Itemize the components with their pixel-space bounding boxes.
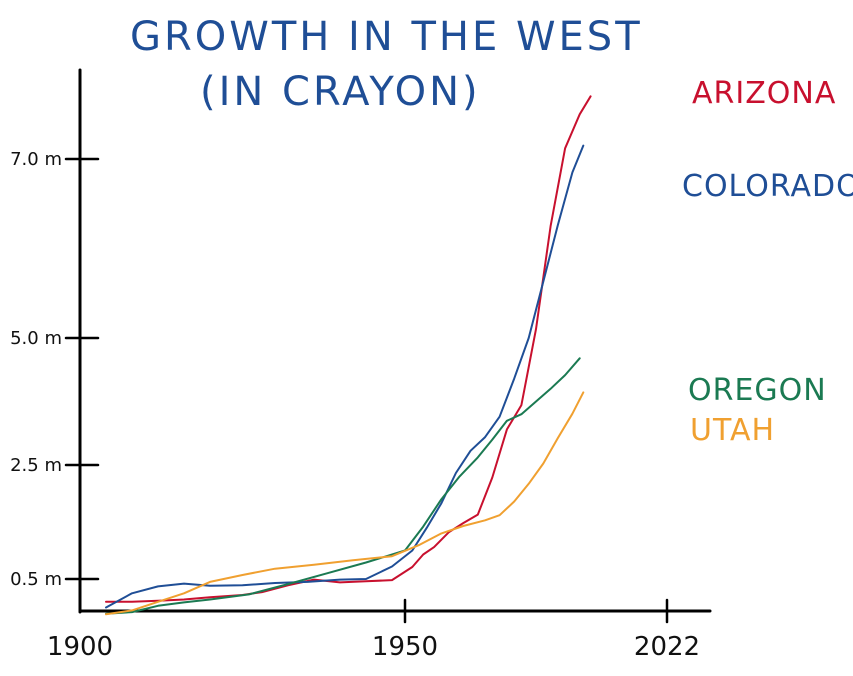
series-line-arizona	[105, 95, 592, 603]
legend-label-oregon: OREGON	[688, 373, 827, 408]
y-tick-label: 2.5 m	[10, 455, 62, 476]
x-tick-label: 2022	[634, 632, 700, 662]
legend-label-arizona: ARIZONA	[692, 76, 836, 111]
series-line-oregon	[105, 357, 581, 615]
series-line-utah	[105, 391, 585, 616]
chart-title-line-1: GROWTH IN THE WEST	[130, 14, 643, 60]
y-tick-label: 0.5 m	[10, 569, 62, 590]
y-tick-label: 5.0 m	[10, 328, 62, 349]
x-tick-label: 1900	[47, 632, 113, 662]
chart-title-line-2: (IN CRAYON)	[200, 69, 481, 115]
series-line-colorado	[105, 144, 585, 609]
x-tick-label: 1950	[372, 632, 438, 662]
legend-label-utah: UTAH	[690, 413, 775, 448]
y-tick-label: 7.0 m	[10, 149, 62, 170]
legend-label-colorado: COLORADO	[682, 169, 853, 204]
